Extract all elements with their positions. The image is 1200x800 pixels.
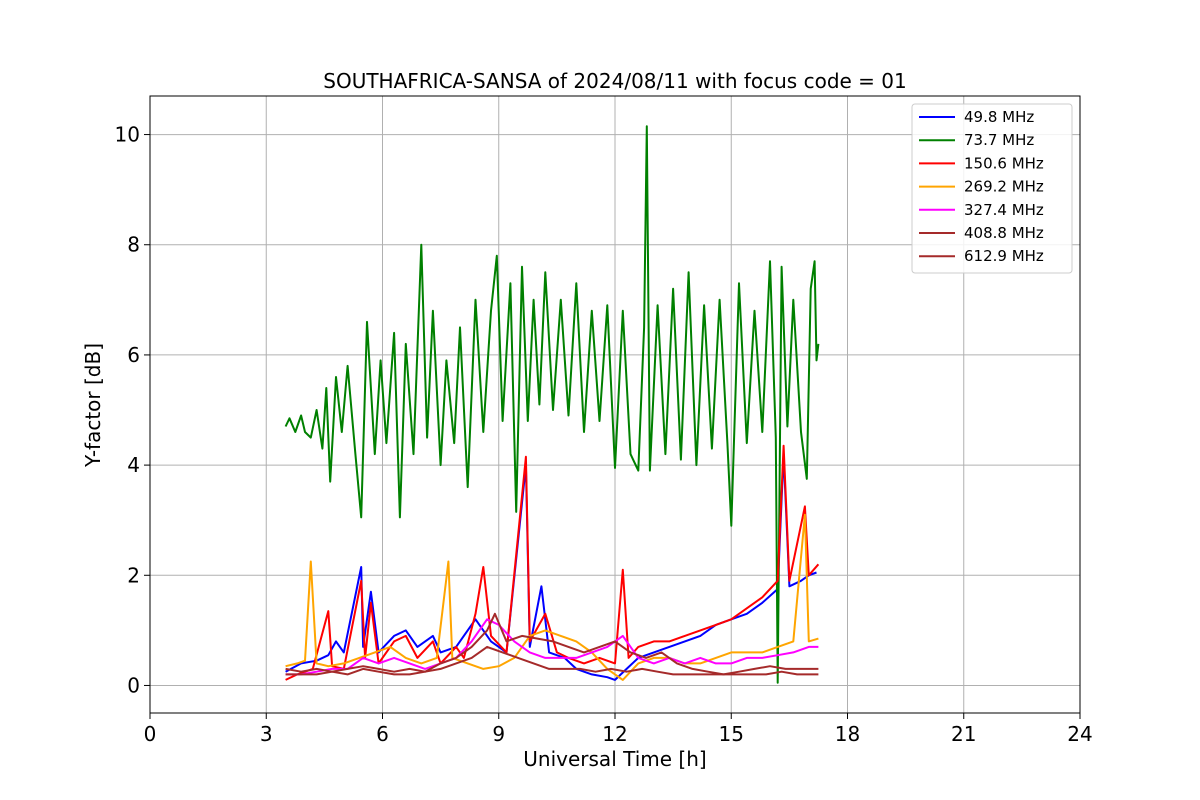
x-tick-label: 21 <box>951 722 976 746</box>
x-tick-label: 18 <box>835 722 860 746</box>
series-layer <box>284 125 820 684</box>
x-tick-label: 9 <box>492 722 505 746</box>
x-tick-label: 12 <box>602 722 627 746</box>
legend-label: 612.9 MHz <box>964 247 1044 265</box>
legend-label: 150.6 MHz <box>964 154 1044 172</box>
y-tick-label: 4 <box>127 453 140 477</box>
y-tick-label: 6 <box>127 343 140 367</box>
legend-label: 73.7 MHz <box>964 131 1034 149</box>
x-tick-label: 0 <box>144 722 157 746</box>
x-tick-label: 3 <box>260 722 273 746</box>
legend-label: 49.8 MHz <box>964 108 1034 126</box>
series-line-3 <box>285 513 819 681</box>
legend-box <box>911 103 1073 274</box>
series-line-2 <box>285 444 820 681</box>
x-tick-label: 6 <box>376 722 389 746</box>
x-tick-label: 24 <box>1067 722 1092 746</box>
x-axis: 0 3 6 9 12 15 18 21 24 <box>144 713 1093 746</box>
legend-label: 269.2 MHz <box>964 178 1044 196</box>
legend-label: 327.4 MHz <box>964 201 1044 219</box>
legend: 49.8 MHz 73.7 MHz 150.6 MHz 269.2 MHz 32… <box>911 103 1073 274</box>
x-axis-label: Universal Time [h] <box>523 747 706 771</box>
series-line-1 <box>284 125 820 684</box>
y-tick-label: 0 <box>127 673 140 697</box>
legend-label: 408.8 MHz <box>964 224 1044 242</box>
y-axis: 0 2 4 6 8 10 <box>115 123 150 697</box>
y-tick-label: 8 <box>127 233 140 257</box>
y-tick-label: 2 <box>127 563 140 587</box>
series-line-6 <box>285 645 819 676</box>
series-line-4 <box>285 618 819 676</box>
y-tick-label: 10 <box>115 123 140 147</box>
chart-title: SOUTHAFRICA-SANSA of 2024/08/11 with foc… <box>323 69 907 93</box>
x-tick-label: 15 <box>719 722 744 746</box>
y-axis-label: Y-factor [dB] <box>81 343 105 468</box>
